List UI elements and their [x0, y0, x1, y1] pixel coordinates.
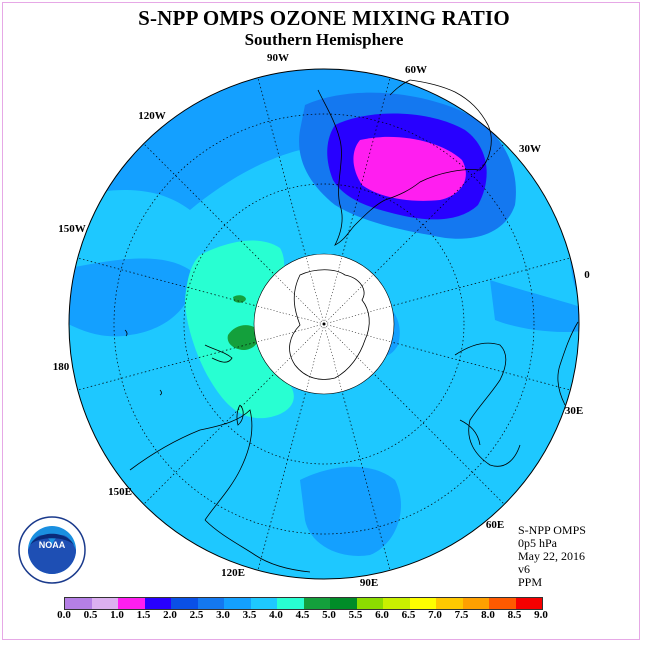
colorbar-tick-label: 3.5 [242, 609, 257, 621]
colorbar-tick-label: 8.5 [507, 609, 522, 621]
field-2p5-north [69, 69, 579, 310]
colorbar-segment [436, 598, 463, 609]
colorbar-segment [91, 598, 118, 609]
colorbar-tick-label: 6.5 [401, 609, 416, 621]
lon-label-150e: 150E [108, 486, 132, 498]
lon-label-180: 180 [53, 361, 70, 373]
lon-label-60e: 60E [486, 519, 504, 531]
lon-label-90e: 90E [360, 577, 378, 589]
colorbar-segment [250, 598, 277, 609]
colorbar-segment [462, 598, 489, 609]
colorbar-tick-label: 4.0 [269, 609, 283, 621]
australia-south [204, 519, 311, 573]
colorbar-tick-label: 7.5 [454, 609, 469, 621]
info-instrument: S-NPP OMPS [518, 523, 586, 537]
colorbar-segment [224, 598, 251, 609]
colorbar-tick-label: 5.0 [322, 609, 336, 621]
noaa-logo-text: NOAA [39, 540, 66, 550]
colorbar-tick-label: 0.0 [57, 609, 71, 621]
field-4p0-patch [227, 325, 260, 350]
lon-label-0: 0 [584, 269, 590, 281]
lon-label-120e: 120E [221, 567, 245, 579]
colorbar-segment [171, 598, 198, 609]
colorbar-segment [409, 598, 436, 609]
australia-north [129, 409, 253, 521]
lon-label-30w: 30W [519, 143, 541, 155]
info-units: PPM [518, 575, 543, 589]
island [124, 329, 128, 337]
africa-coast [557, 321, 579, 406]
lon-label-60w: 60W [405, 64, 427, 76]
field-2p5-west [69, 258, 192, 337]
lon-label-120w: 120W [138, 110, 166, 122]
new-zealand [204, 344, 233, 363]
map-boundary [68, 68, 580, 580]
info-date: May 22, 2016 [518, 549, 585, 563]
colorbar-tick-label: 1.0 [110, 609, 124, 621]
colorbar-segment [277, 598, 304, 609]
south-america-east [354, 79, 492, 226]
africa-south [454, 342, 521, 467]
graticule [77, 77, 571, 571]
colorbar-segment [489, 598, 516, 609]
south-america-west [317, 89, 356, 246]
page-subtitle: Southern Hemisphere [244, 30, 404, 49]
lon-label-30e: 30E [565, 405, 583, 417]
colorbar-segment [383, 598, 410, 609]
colorbar-segment [144, 598, 171, 609]
coastlines [124, 79, 579, 573]
colorbar-segment [515, 598, 542, 609]
colorbar-tick-label: 8.0 [481, 609, 495, 621]
antarctica-coast [289, 269, 370, 380]
lon-label-150w: 150W [58, 223, 86, 235]
colorbar-segment [303, 598, 330, 609]
lon-label-90w: 90W [267, 52, 289, 64]
polar-graticule [256, 256, 392, 392]
colorbar-tick-label: 4.5 [295, 609, 310, 621]
island [159, 389, 162, 396]
info-level: 0p5 hPa [518, 536, 557, 550]
colorbar-tick-label: 0.5 [83, 609, 98, 621]
tasmania [236, 404, 244, 426]
field-4p0-patch-small [233, 295, 246, 303]
colorbar-tick-label: 3.0 [216, 609, 230, 621]
colorbar-segment [118, 598, 145, 609]
field-2p5-east [490, 280, 579, 332]
colorbar-segment [65, 598, 92, 609]
coast-segment [389, 79, 411, 96]
colorbar-tick-label: 6.0 [375, 609, 389, 621]
colorbar-tick-label: 2.0 [163, 609, 177, 621]
info-version: v6 [518, 562, 530, 576]
colorbar-segment [330, 598, 357, 609]
colorbar-tick-label: 2.5 [189, 609, 204, 621]
colorbar [64, 597, 543, 610]
colorbar-tick-label: 7.0 [428, 609, 442, 621]
noaa-logo: NOAA [18, 516, 86, 584]
page-title: S-NPP OMPS OZONE MIXING RATIO [138, 6, 510, 30]
colorbar-tick-label: 9.0 [534, 609, 548, 621]
colorbar-segment [197, 598, 224, 609]
field-1p0 [353, 136, 466, 201]
info-block: S-NPP OMPS 0p5 hPa May 22, 2016 v6 PPM [518, 524, 586, 589]
plot-frame [2, 2, 640, 640]
colorbar-tick-label: 1.5 [136, 609, 151, 621]
madagascar [459, 419, 481, 446]
colorbar-segment [356, 598, 383, 609]
colorbar-tick-label: 5.5 [348, 609, 363, 621]
south-pole-marker [322, 322, 326, 326]
